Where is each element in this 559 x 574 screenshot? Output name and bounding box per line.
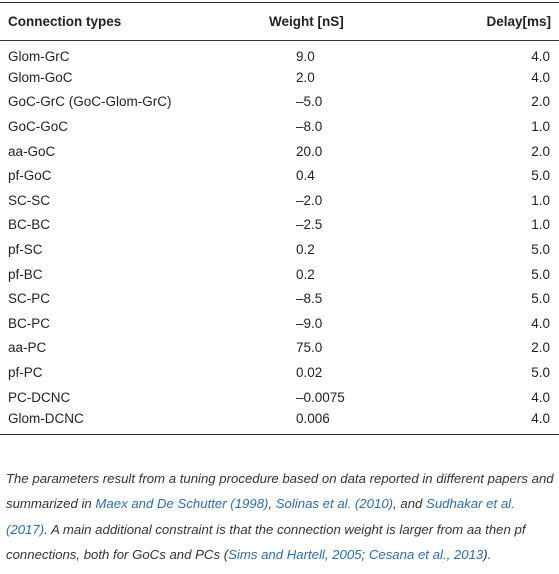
table-row: pf-BC 0.2 5.0 [0,262,559,287]
table-cell: 1.0 [531,119,550,135]
header-cell: Delay[ms] [486,14,551,29]
table-row: BC-PC –9.0 4.0 [0,311,559,336]
table-cell: SC-SC [8,192,51,208]
table-cell: 4.0 [531,69,550,85]
table-row: pf-GoC 0.4 5.0 [0,163,559,188]
table-cell: aa-GoC [8,143,56,159]
table-cell: –9.0 [296,315,323,331]
table-cell: 0.2 [296,242,315,258]
table-cell: 5.0 [531,291,550,307]
table-cell: 5.0 [531,168,550,184]
table-cell: 4.0 [531,411,550,427]
footnote-text: ; [361,546,369,562]
table-cell: Glom-DCNC [8,411,84,427]
table-cell: Glom-GoC [8,69,73,85]
table-cell: aa-PC [8,340,47,356]
citation: Cesana et al., 2013 [368,546,484,562]
footnote: The parameters result from a tuning proc… [6,466,554,567]
table-row: PC-DCNC –0.0075 4.0 [0,385,559,410]
citation: Sims and Hartell, 2005 [228,546,362,562]
table-cell: GoC-GoC [8,119,69,135]
table-cell: 1.0 [531,192,550,208]
table-row: aa-GoC 20.0 2.0 [0,139,559,164]
table-cell: pf-BC [8,266,43,282]
table-cell: 5.0 [531,242,550,258]
footnote-text: , and [393,496,427,512]
table-row: SC-SC –2.0 1.0 [0,188,559,213]
table-cell: –2.0 [296,192,323,208]
table-cell: pf-SC [8,242,43,258]
footnote-text: ). [483,546,492,562]
table-cell: 2.0 [531,143,550,159]
table-cell: 9.0 [296,49,315,65]
header-cell: Connection types [8,14,122,29]
footnote-text: , [268,496,276,512]
table-cell: 2.0 [296,69,315,85]
table-cell: –5.0 [296,94,323,110]
table-cell: 5.0 [531,365,550,381]
table-cell: 0.4 [296,168,315,184]
table-cell: 2.0 [531,340,550,356]
table-cell: –8.5 [296,291,323,307]
table-cell: PC-DCNC [8,389,71,405]
table-cell: pf-GoC [8,168,52,184]
table-row: BC-BC –2.5 1.0 [0,213,559,238]
table-body: Glom-GrC 9.0 4.0 Glom-GoC 2.0 4.0 GoC-GrC (GoC… [0,41,559,434]
table-row: pf-SC 0.2 5.0 [0,237,559,262]
table-cell: –8.0 [296,119,323,135]
table-cell: 5.0 [531,266,550,282]
table-cell: SC-PC [8,291,51,307]
table-cell: 4.0 [531,389,550,405]
table-row: GoC-GoC –8.0 1.0 [0,114,559,139]
citation: Solinas et al. (2010) [275,496,394,512]
table-cell: 1.0 [531,217,550,233]
table-cell: Glom-GrC [8,49,70,65]
table-cell: BC-BC [8,217,51,233]
table-row: Glom-GrC 9.0 4.0 [0,41,559,66]
parameter-table: Connection types Weight [nS] Delay[ms] G… [0,2,559,435]
table-cell: 4.0 [531,49,550,65]
table-cell: 2.0 [531,94,550,110]
table-cell: 0.2 [296,266,315,282]
table-cell: GoC-GrC (GoC-Glom-GrC) [8,94,172,110]
table-cell: –2.5 [296,217,323,233]
table-cell: BC-PC [8,315,51,331]
table-row: Glom-GoC 2.0 4.0 [0,65,559,90]
table-cell: pf-PC [8,365,43,381]
table-cell: 20.0 [296,143,323,159]
table-row: aa-PC 75.0 2.0 [0,336,559,361]
table-cell: 0.006 [296,411,330,427]
table-cell: 0.02 [296,365,323,381]
footnote-text: The parameters result from a tuning proc… [6,471,554,512]
table-cell: 4.0 [531,315,550,331]
citation: Maex and De Schutter (1998) [95,496,269,512]
table-cell: –0.0075 [296,389,345,405]
table-row: GoC-GrC (GoC-Glom-GrC) –5.0 2.0 [0,90,559,115]
table-cell: 75.0 [296,340,323,356]
table-row: pf-PC 0.02 5.0 [0,360,559,385]
footnote-text: . A main additional constraint is that t… [6,521,526,562]
citation: Sudhakar et al. (2017) [6,496,515,537]
table-row: SC-PC –8.5 5.0 [0,286,559,311]
table-row: Glom-DCNC 0.006 4.0 [0,409,559,434]
header-row: Connection types Weight [nS] Delay[ms] [0,2,559,41]
header-cell: Weight [nS] [269,14,344,29]
